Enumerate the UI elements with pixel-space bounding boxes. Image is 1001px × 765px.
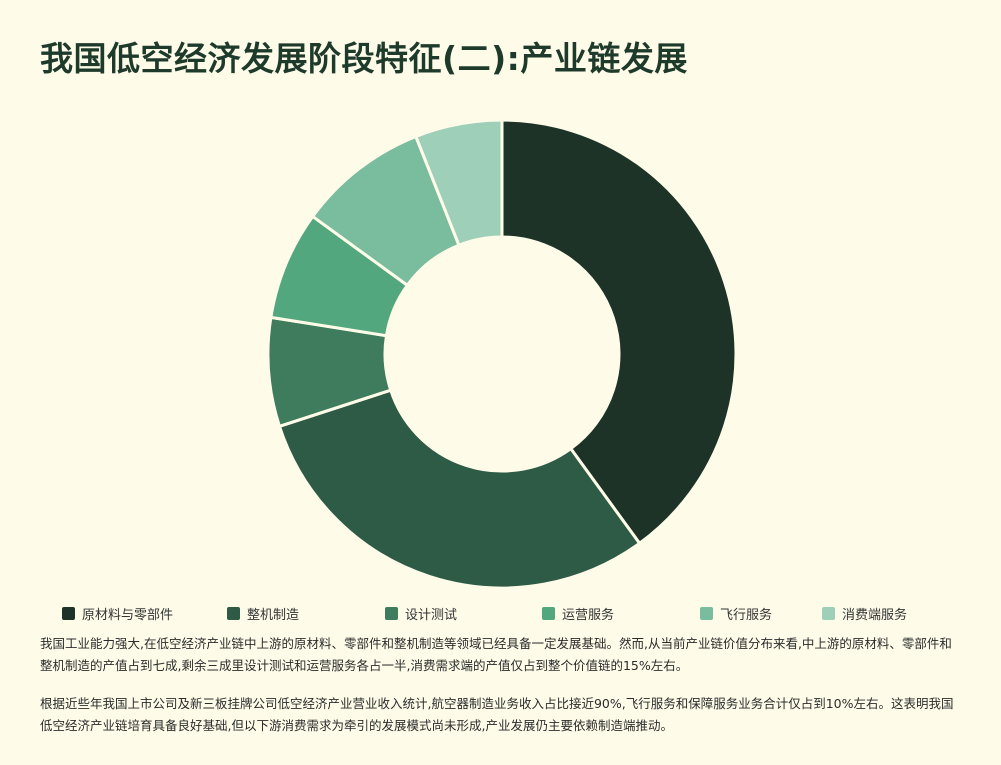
legend-swatch [62, 607, 75, 620]
legend-item-raw-materials[interactable]: 原材料与零部件 [62, 604, 173, 623]
chart-legend: 原材料与零部件 整机制造 设计测试 运营服务 飞行服务 消费端服务 [62, 604, 962, 624]
legend-item-flight-services[interactable]: 飞行服务 [700, 604, 772, 623]
description-paragraph: 我国工业能力强大,在低空经济产业链中上游的原材料、零部件和整机制造等领域已经具备… [40, 636, 952, 673]
donut-slice-consumer-services[interactable] [413, 118, 504, 248]
donut-slice-raw-materials[interactable] [500, 118, 738, 546]
legend-label: 飞行服务 [720, 608, 773, 623]
legend-item-operation-services[interactable]: 运营服务 [542, 604, 614, 623]
legend-label: 原材料与零部件 [82, 608, 174, 623]
legend-label: 整机制造 [247, 608, 300, 623]
legend-item-consumer-services[interactable]: 消费端服务 [822, 604, 907, 623]
legend-swatch [385, 607, 398, 620]
description-paragraph: 根据近些年我国上市公司及新三板挂牌公司低空经济产业营业收入统计,航空器制造业务收… [40, 696, 954, 733]
donut-slice-aircraft-manufacturing[interactable] [277, 388, 642, 590]
legend-label: 运营服务 [562, 608, 615, 623]
legend-item-aircraft-manufacturing[interactable]: 整机制造 [227, 604, 299, 623]
legend-swatch [700, 607, 713, 620]
legend-swatch [227, 607, 240, 620]
legend-swatch [542, 607, 555, 620]
legend-label: 消费端服务 [842, 608, 908, 623]
legend-item-design-testing[interactable]: 设计测试 [385, 604, 457, 623]
legend-swatch [822, 607, 835, 620]
legend-label: 设计测试 [405, 608, 458, 623]
page-title: 我国低空经济发展阶段特征(二):产业链发展 [40, 39, 688, 78]
